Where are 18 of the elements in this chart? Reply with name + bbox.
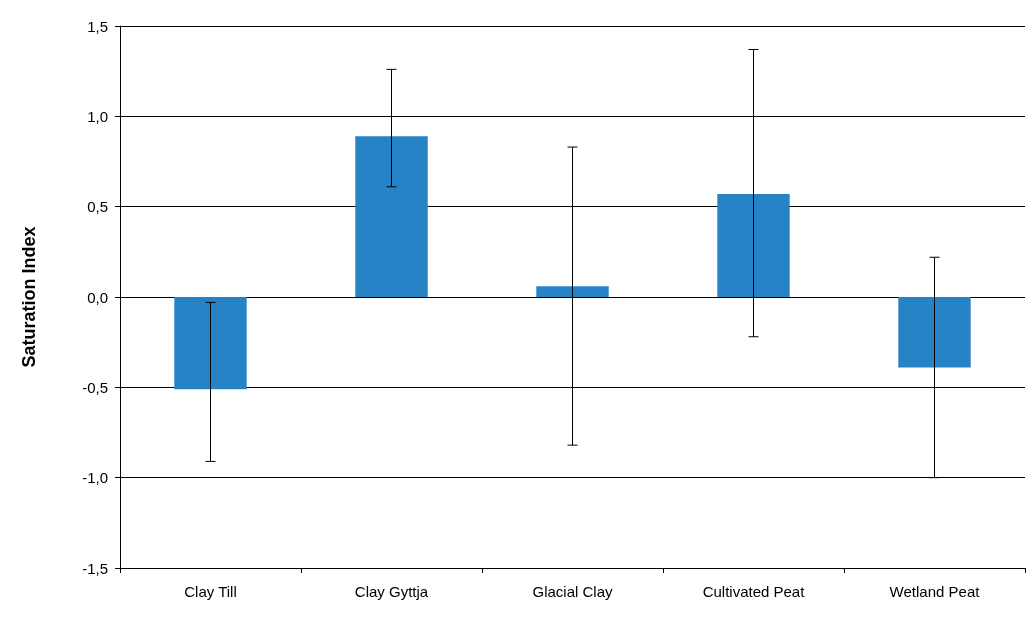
- x-tick-label: Clay Gyttja: [354, 583, 429, 600]
- y-tick-label: 1,0: [87, 107, 108, 125]
- y-tick-label: 0,0: [87, 288, 108, 306]
- x-tick-label: Clay Till: [184, 583, 237, 600]
- y-tick-label: -0,5: [82, 378, 108, 396]
- x-tick-label: Cultivated Peat: [702, 583, 806, 600]
- bar: [717, 194, 790, 297]
- y-tick-label: -1,0: [82, 469, 108, 487]
- bar: [355, 136, 428, 297]
- y-tick-label: 0,5: [87, 198, 108, 216]
- bar: [174, 297, 247, 390]
- bar: [536, 286, 609, 297]
- y-tick-label: 1,5: [87, 17, 108, 35]
- x-tick-label: Glacial Clay: [532, 583, 614, 600]
- y-axis-title: Saturation Index: [19, 226, 39, 368]
- bar: [898, 297, 971, 368]
- x-tick-label: Wetland Peat: [889, 583, 981, 600]
- y-tick-label: -1,5: [82, 559, 108, 577]
